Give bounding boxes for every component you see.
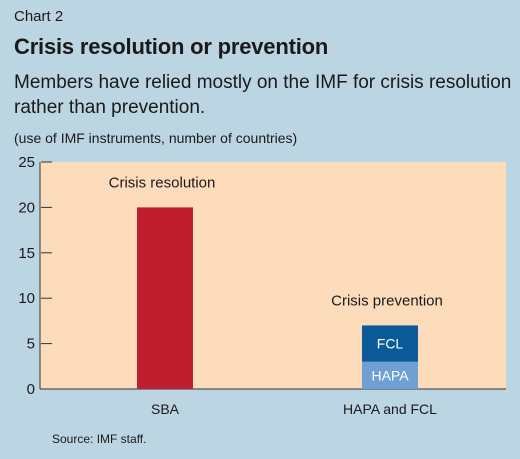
bar-label-hapa: HAPA — [371, 367, 409, 383]
y-tick-label: 5 — [27, 336, 35, 353]
plot-area — [40, 162, 506, 389]
unit-note: (use of IMF instruments, number of count… — [14, 130, 298, 146]
bar-hapa — [362, 361, 418, 389]
x-axis: SBA HAPA and FCL — [40, 388, 506, 417]
bar-fcl — [362, 325, 418, 362]
annotation-label: Crisis resolution — [109, 174, 216, 191]
bars: HAPA FCL — [137, 207, 418, 389]
chart-number: Chart 2 — [14, 8, 64, 25]
y-tick-label: 15 — [18, 245, 35, 262]
bar-sba — [137, 207, 193, 389]
y-tick-label: 20 — [18, 199, 35, 216]
annotations: Crisis resolution Crisis prevention — [109, 174, 443, 309]
y-axis: 0 5 10 15 20 25 — [18, 154, 52, 398]
chart-subtitle: Members have relied mostly on the IMF fo… — [14, 72, 512, 118]
y-tick-label: 10 — [18, 290, 35, 307]
bar-label-fcl: FCL — [377, 336, 404, 352]
source-note: Source: IMF staff. — [52, 432, 147, 446]
x-category-label: SBA — [151, 401, 180, 417]
y-tick-label: 0 — [27, 381, 35, 398]
y-tick-label: 25 — [18, 154, 35, 171]
x-category-label: HAPA and FCL — [343, 401, 437, 417]
chart-title: Crisis resolution or prevention — [14, 34, 329, 59]
annotation-label: Crisis prevention — [331, 292, 443, 309]
